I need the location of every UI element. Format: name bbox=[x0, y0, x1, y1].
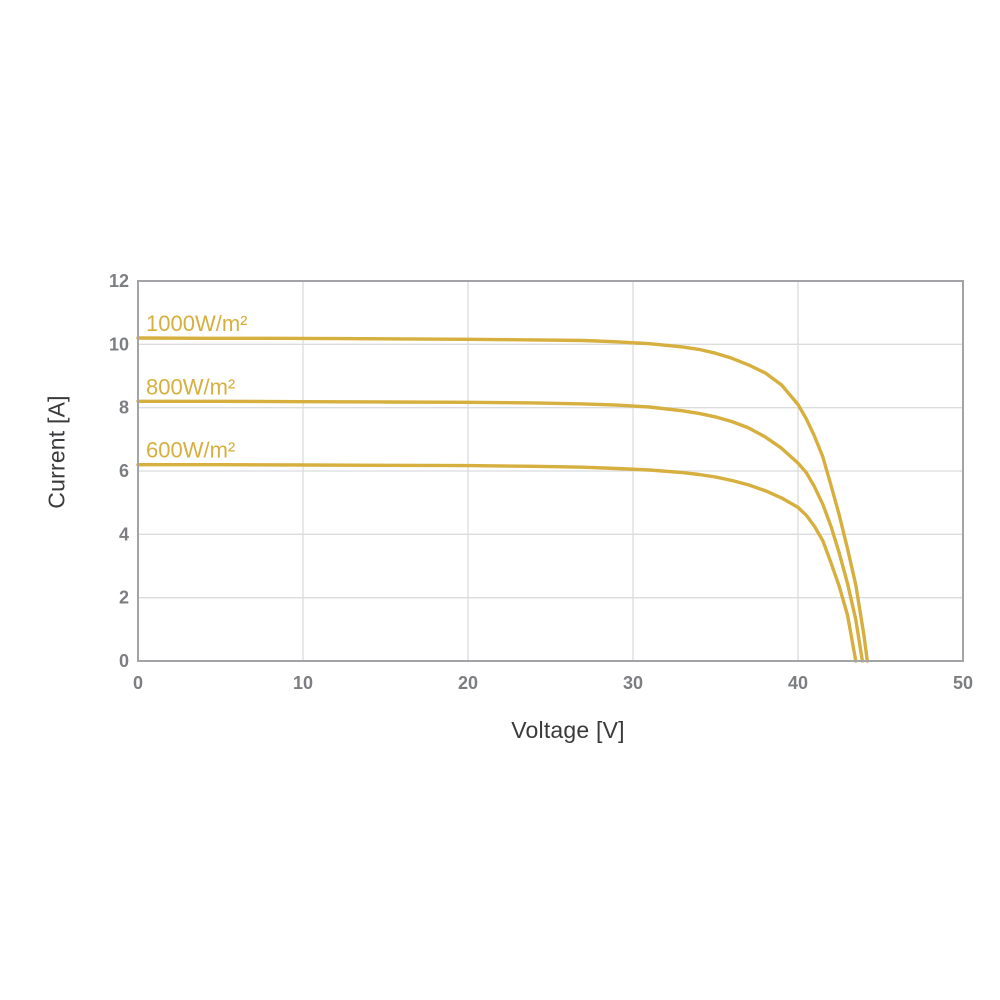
x-tick-label: 40 bbox=[788, 673, 808, 693]
y-tick-label: 8 bbox=[119, 398, 129, 418]
y-tick-label: 10 bbox=[109, 334, 129, 354]
plot-frame bbox=[137, 280, 964, 662]
y-tick-label: 2 bbox=[119, 588, 129, 608]
y-axis-title: Current [A] bbox=[43, 395, 70, 509]
x-tick-label: 20 bbox=[458, 673, 478, 693]
series-label-600wm2: 600W/m² bbox=[146, 438, 235, 463]
x-tick-label: 50 bbox=[953, 673, 973, 693]
x-tick-label: 10 bbox=[293, 673, 313, 693]
x-tick-label: 30 bbox=[623, 673, 643, 693]
curve-800wm2 bbox=[136, 399, 865, 663]
y-tick-label: 6 bbox=[119, 461, 129, 481]
x-tick-label: 0 bbox=[133, 673, 143, 693]
series-label-1000wm2: 1000W/m² bbox=[146, 311, 247, 336]
y-tick-label: 0 bbox=[119, 651, 129, 671]
curve-1000wm2 bbox=[136, 336, 869, 663]
y-tick-label: 12 bbox=[109, 271, 129, 291]
curve-600wm2 bbox=[136, 463, 858, 663]
series-label-800wm2: 800W/m² bbox=[146, 374, 235, 399]
x-axis-title: Voltage [V] bbox=[511, 717, 625, 743]
y-tick-label: 4 bbox=[119, 524, 129, 544]
